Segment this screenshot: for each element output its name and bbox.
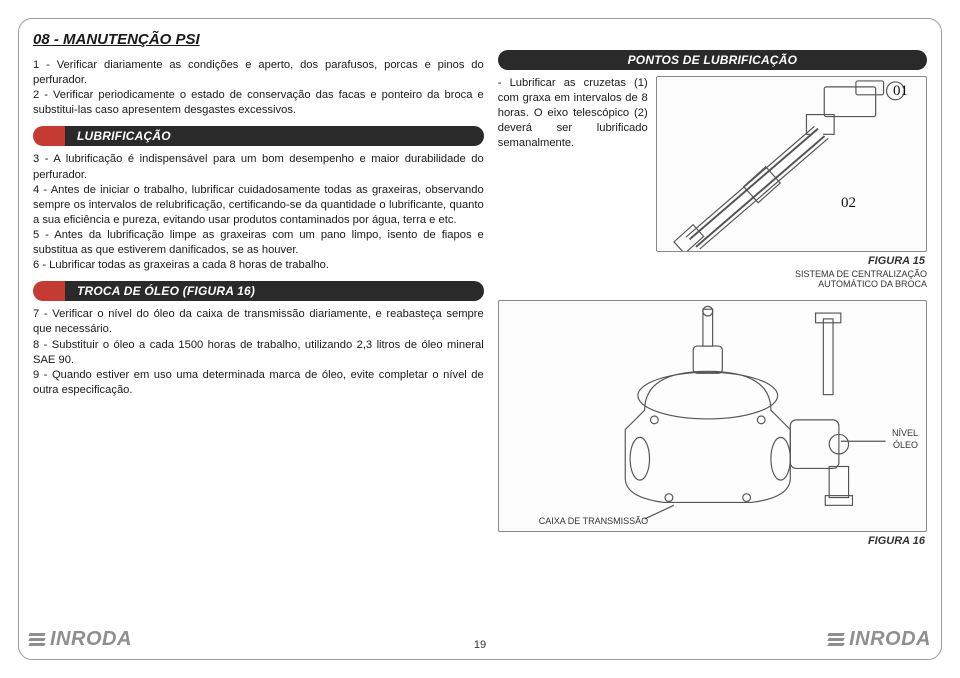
- fig15-sub-l1: SISTEMA DE CENTRALIZAÇÃO: [795, 269, 927, 279]
- paragraph-1: 1 - Verificar diariamente as condições e…: [33, 58, 484, 88]
- pill-lubrificacao: LUBRIFICAÇÃO: [33, 126, 484, 146]
- columns: 08 - MANUTENÇÃO PSI 1 - Verificar diaria…: [33, 31, 927, 547]
- right-top-row: - Lubrificar as cruzetas (1) com graxa e…: [498, 76, 927, 290]
- pill-body: LUBRIFICAÇÃO: [65, 126, 484, 146]
- fig15-svg: [657, 77, 926, 251]
- fig16-svg: [499, 301, 926, 531]
- fig15-sub-l2: AUTOMÁTICO DA BROCA: [818, 279, 927, 289]
- paragraph-5: 5 - Antes da lubrificação limpe as graxe…: [33, 228, 484, 258]
- logo-right: INRODA: [828, 628, 931, 651]
- logo-lines-icon: [828, 633, 844, 646]
- left-column: 08 - MANUTENÇÃO PSI 1 - Verificar diaria…: [33, 31, 484, 547]
- callout-01: 01: [893, 83, 908, 100]
- pill-text: TROCA DE ÓLEO (FIGURA 16): [77, 284, 255, 298]
- logo-text: INRODA: [849, 628, 931, 651]
- logo-left: INRODA: [29, 628, 132, 651]
- pill-accent: [33, 281, 65, 301]
- label-oleo: ÓLEO: [893, 441, 918, 451]
- paragraph-4: 4 - Antes de iniciar o trabalho, lubrifi…: [33, 183, 484, 228]
- fig15-label: FIGURA 15: [656, 255, 927, 267]
- pill-text: PONTOS DE LUBRIFICAÇÃO: [628, 53, 798, 67]
- page-number: 19: [474, 639, 486, 651]
- pill-accent: [33, 126, 65, 146]
- figure-15-wrap: 01 02 FIGURA 15 SISTEMA DE CENTRALIZAÇÃO…: [656, 76, 927, 290]
- page-frame: 08 - MANUTENÇÃO PSI 1 - Verificar diaria…: [18, 18, 942, 660]
- paragraph-9: 9 - Quando estiver em uso uma determinad…: [33, 368, 484, 398]
- paragraph-3: 3 - A lubrificação é indispensável para …: [33, 152, 484, 182]
- fig15-subtitle: SISTEMA DE CENTRALIZAÇÃO AUTOMÁTICO DA B…: [656, 269, 927, 290]
- pill-body: TROCA DE ÓLEO (FIGURA 16): [65, 281, 484, 301]
- pill-troca-oleo: TROCA DE ÓLEO (FIGURA 16): [33, 281, 484, 301]
- figure-15: 01 02: [656, 76, 927, 252]
- label-nivel: NÍVEL: [892, 429, 918, 439]
- label-caixa: CAIXA DE TRANSMISSÃO: [539, 517, 648, 527]
- pill-pontos: PONTOS DE LUBRIFICAÇÃO: [498, 50, 927, 70]
- lubrication-text: - Lubrificar as cruzetas (1) com graxa e…: [498, 76, 648, 290]
- callout-02: 02: [841, 195, 856, 212]
- pill-text: LUBRIFICAÇÃO: [77, 129, 171, 143]
- paragraph-8: 8 - Substituir o óleo a cada 1500 horas …: [33, 338, 484, 368]
- logo-lines-icon: [29, 633, 45, 646]
- paragraph-6: 6 - Lubrificar todas as graxeiras a cada…: [33, 258, 484, 273]
- fig16-label: FIGURA 16: [498, 535, 927, 547]
- section-title: 08 - MANUTENÇÃO PSI: [33, 31, 484, 48]
- pill-body: PONTOS DE LUBRIFICAÇÃO: [498, 50, 927, 70]
- right-column: PONTOS DE LUBRIFICAÇÃO - Lubrificar as c…: [498, 31, 927, 547]
- paragraph-2: 2 - Verificar periodicamente o estado de…: [33, 88, 484, 118]
- paragraph-7: 7 - Verificar o nível do óleo da caixa d…: [33, 307, 484, 337]
- figure-16: NÍVEL ÓLEO CAIXA DE TRANSMISSÃO: [498, 300, 927, 532]
- logo-text: INRODA: [50, 628, 132, 651]
